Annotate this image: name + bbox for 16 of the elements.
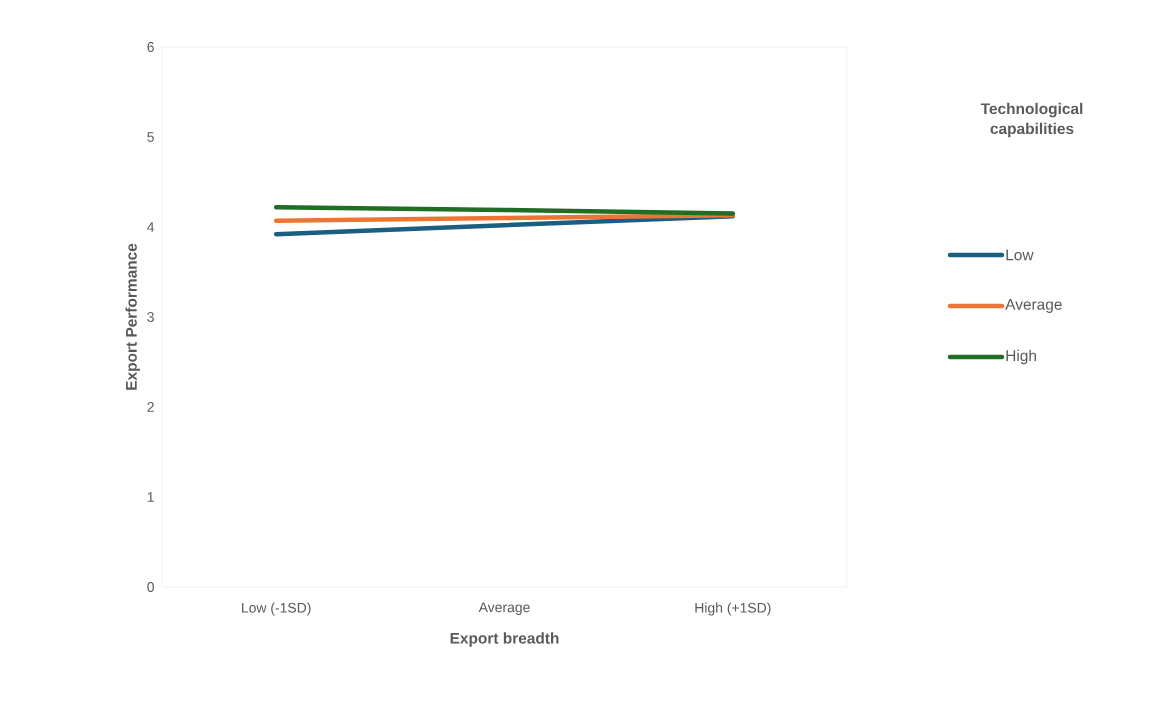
legend-title: Technological capabilities bbox=[980, 102, 1083, 138]
x-tick-label: Low (-1SD) bbox=[242, 602, 311, 616]
y-tick-label: 1 bbox=[147, 492, 154, 502]
x-axis-title: Export breadth bbox=[450, 632, 559, 647]
y-tick-label: 5 bbox=[147, 132, 154, 142]
y-tick-label: 3 bbox=[147, 312, 154, 322]
y-axis-title: Export Performance bbox=[125, 243, 140, 390]
y-tick-label: 2 bbox=[147, 402, 154, 412]
x-tick-label: High (+1SD) bbox=[695, 602, 771, 616]
legend-label: High bbox=[1006, 349, 1036, 365]
legend-label: Average bbox=[1005, 299, 1062, 313]
legend-label: Low bbox=[1006, 249, 1034, 261]
y-tick-label: 6 bbox=[147, 42, 154, 52]
y-tick-label: 0 bbox=[147, 582, 154, 592]
y-tick-label: 4 bbox=[147, 222, 155, 232]
x-tick-label: Average bbox=[478, 602, 530, 615]
